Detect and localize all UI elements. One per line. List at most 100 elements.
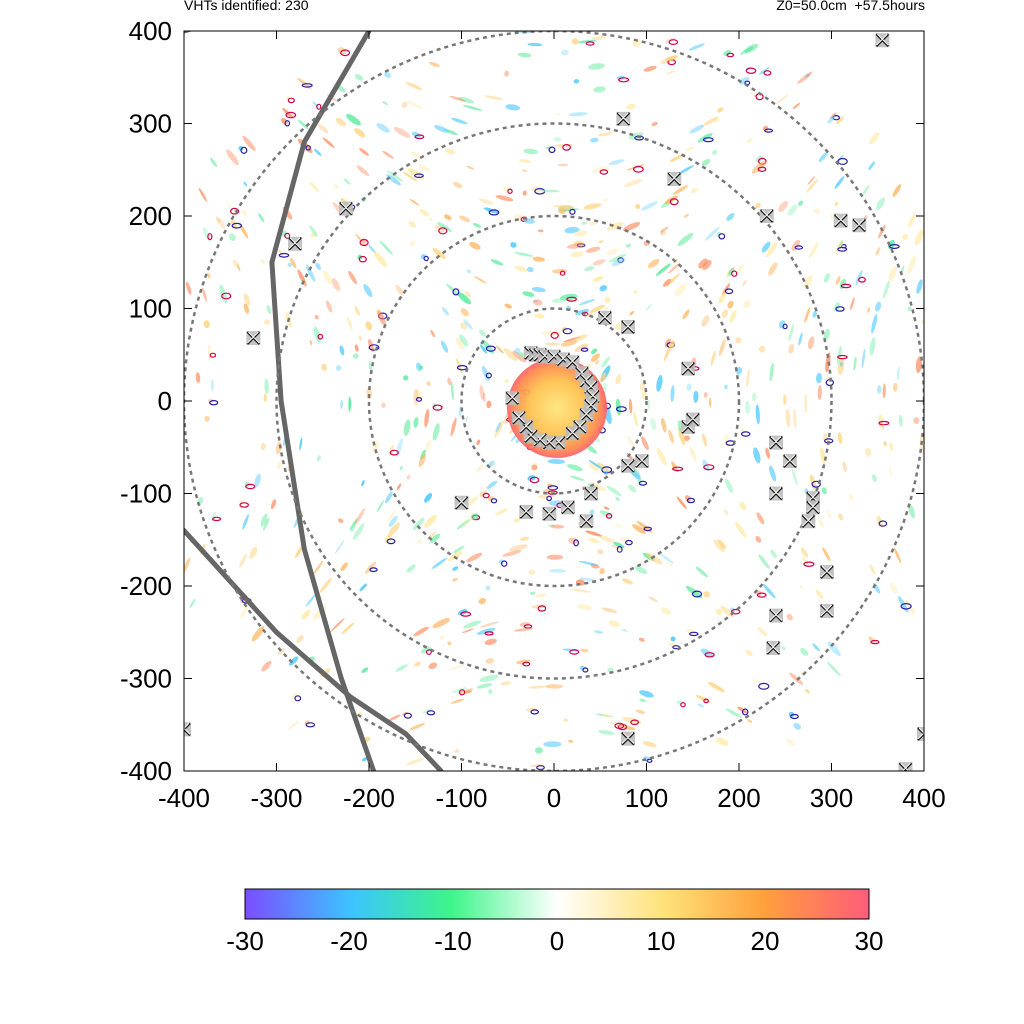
vorticity-patch bbox=[325, 300, 333, 313]
vorticity-patch bbox=[476, 439, 481, 446]
vorticity-patch bbox=[788, 343, 795, 354]
vorticity-patch bbox=[574, 343, 589, 352]
vorticity-patch bbox=[621, 628, 628, 632]
vorticity-patch bbox=[812, 643, 820, 652]
vorticity-patch bbox=[461, 517, 474, 527]
vorticity-contour bbox=[617, 257, 624, 264]
vorticity-patch bbox=[522, 190, 527, 196]
vorticity-patch bbox=[450, 381, 454, 401]
vorticity-patch bbox=[305, 593, 317, 607]
vorticity-patch bbox=[893, 547, 902, 564]
vorticity-contour bbox=[703, 464, 715, 471]
vorticity-patch bbox=[385, 491, 393, 504]
vorticity-patch bbox=[746, 369, 750, 388]
vorticity-patch bbox=[479, 198, 494, 205]
vorticity-patch bbox=[386, 509, 397, 523]
vorticity-patch bbox=[528, 569, 536, 575]
colorbar-tick-label: 10 bbox=[647, 926, 676, 956]
vht-marker-highlight bbox=[617, 112, 630, 125]
vorticity-patch bbox=[592, 35, 606, 41]
vorticity-patch bbox=[599, 285, 608, 292]
vorticity-patch bbox=[666, 561, 674, 567]
vorticity-patch bbox=[476, 627, 496, 635]
vorticity-patch bbox=[589, 304, 606, 314]
vorticity-patch bbox=[521, 169, 528, 173]
vorticity-contour bbox=[548, 146, 556, 154]
vorticity-patch bbox=[702, 433, 707, 447]
vorticity-patch bbox=[502, 550, 522, 557]
vorticity-patch bbox=[549, 568, 567, 573]
vorticity-patch bbox=[500, 681, 512, 686]
vorticity-patch bbox=[598, 240, 604, 244]
vorticity-contour bbox=[704, 652, 715, 658]
vorticity-patch bbox=[602, 198, 609, 202]
vorticity-patch bbox=[881, 423, 885, 430]
vorticity-contour bbox=[501, 560, 508, 567]
vorticity-patch bbox=[277, 648, 285, 655]
vorticity-patch bbox=[567, 464, 583, 472]
vorticity-patch bbox=[472, 222, 482, 228]
vorticity-contour bbox=[837, 246, 848, 252]
vorticity-patch bbox=[379, 240, 393, 256]
vorticity-patch bbox=[195, 372, 201, 384]
vht-marker bbox=[565, 426, 580, 441]
vorticity-contour bbox=[562, 143, 571, 151]
vorticity-contour bbox=[423, 255, 429, 262]
vorticity-patch bbox=[520, 536, 530, 541]
vht-marker-cross bbox=[769, 608, 783, 623]
vorticity-patch bbox=[650, 418, 657, 431]
vorticity-contour bbox=[764, 128, 774, 133]
vorticity-patch bbox=[340, 562, 348, 572]
vorticity-patch bbox=[532, 299, 543, 306]
vorticity-patch bbox=[868, 636, 876, 644]
vorticity-patch bbox=[570, 475, 585, 481]
vorticity-contour bbox=[618, 77, 630, 83]
vht-marker-cross bbox=[686, 412, 700, 427]
vorticity-contour bbox=[294, 695, 302, 702]
x-tick-label: -300 bbox=[250, 783, 302, 813]
vorticity-contour bbox=[566, 296, 577, 302]
y-tick-label: -100 bbox=[120, 479, 172, 509]
vht-marker-cross bbox=[621, 731, 635, 746]
vorticity-patch bbox=[480, 344, 487, 354]
vorticity-patch bbox=[585, 312, 594, 318]
vorticity-patch bbox=[287, 262, 292, 268]
vorticity-contour bbox=[858, 276, 866, 283]
vorticity-patch bbox=[568, 537, 578, 544]
vorticity-contour bbox=[811, 480, 821, 488]
vorticity-patch bbox=[428, 662, 438, 670]
vorticity-patch bbox=[598, 730, 615, 735]
vorticity-contour bbox=[900, 602, 912, 610]
vorticity-patch bbox=[807, 176, 816, 185]
vht-marker bbox=[519, 505, 534, 519]
vorticity-patch bbox=[418, 164, 430, 172]
vorticity-patch bbox=[588, 63, 605, 70]
vorticity-patch bbox=[185, 281, 192, 295]
vorticity-patch bbox=[454, 749, 460, 753]
vorticity-patch bbox=[753, 447, 761, 464]
vorticity-patch bbox=[723, 509, 729, 516]
vorticity-patch bbox=[289, 656, 299, 666]
vorticity-patch bbox=[633, 411, 638, 427]
vorticity-patch bbox=[450, 698, 465, 704]
vht-marker-cross bbox=[561, 500, 575, 515]
vorticity-patch bbox=[455, 337, 465, 350]
vht-marker-highlight bbox=[635, 454, 649, 467]
vorticity-patch bbox=[289, 257, 297, 269]
vorticity-contour bbox=[688, 631, 699, 637]
vorticity-contour bbox=[359, 238, 369, 247]
vorticity-contour bbox=[763, 70, 772, 76]
vorticity-contour bbox=[287, 97, 295, 104]
vorticity-contour bbox=[403, 712, 412, 719]
vht-marker bbox=[667, 172, 682, 186]
vorticity-contour bbox=[490, 498, 498, 504]
vorticity-patch bbox=[471, 513, 479, 520]
vht-marker-cross bbox=[339, 201, 353, 216]
vorticity-patch bbox=[432, 248, 446, 259]
vorticity-patch bbox=[463, 319, 473, 330]
vorticity-patch bbox=[670, 385, 675, 403]
vht-marker-cross bbox=[667, 172, 681, 186]
vorticity-contour bbox=[741, 708, 749, 716]
vorticity-patch bbox=[602, 714, 612, 718]
vorticity-patch bbox=[461, 628, 474, 634]
